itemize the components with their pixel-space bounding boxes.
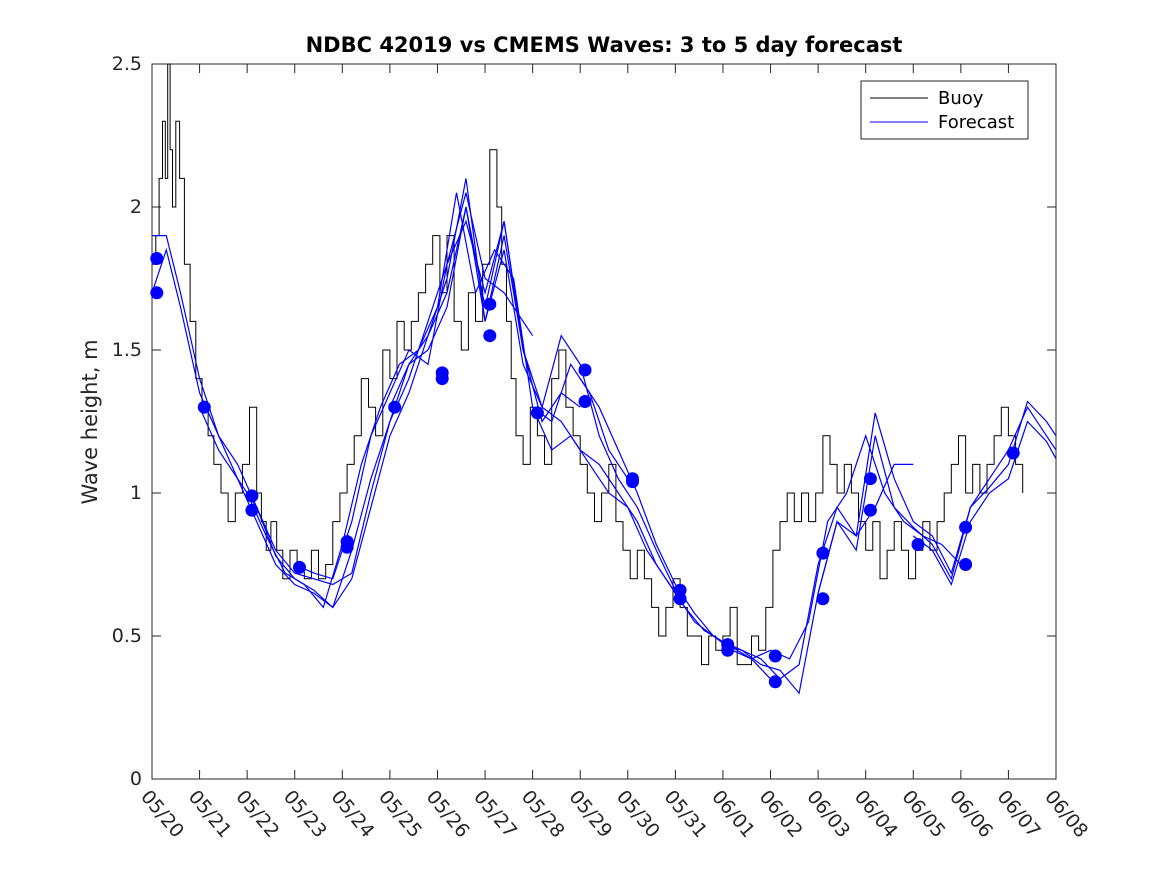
- forecast-marker: [578, 395, 592, 408]
- forecast-line: [246, 192, 629, 609]
- forecast-marker: [483, 297, 497, 311]
- forecast-marker: [673, 592, 687, 606]
- forecast-marker: [863, 503, 877, 517]
- forecast-marker: [245, 489, 259, 503]
- forecast-marker: [768, 649, 782, 663]
- forecast-marker: [340, 540, 354, 554]
- y-tick-label: 1: [130, 482, 142, 504]
- forecast-marker: [911, 538, 925, 551]
- forecast-line: [912, 420, 1057, 587]
- y-tick-label: 0: [130, 768, 142, 790]
- axes-box: [151, 63, 1057, 780]
- legend: Buoy Forecast: [860, 80, 1029, 140]
- forecast-marker: [435, 372, 449, 386]
- legend-buoy-label: Buoy: [938, 88, 984, 109]
- forecast-marker: [483, 329, 497, 343]
- forecast-marker: [530, 406, 544, 420]
- buoy-line: [152, 63, 1024, 666]
- forecast-marker: [1006, 446, 1020, 460]
- forecast-marker: [150, 286, 164, 300]
- forecast-marker: [388, 400, 402, 414]
- forecast-marker: [626, 475, 639, 489]
- legend-box: [860, 80, 1029, 140]
- y-tick-label: 2: [130, 196, 142, 218]
- forecast-marker: [816, 592, 830, 606]
- forecast-line: [817, 400, 1057, 594]
- forecast-marker: [293, 560, 306, 574]
- y-tick-label: 0.5: [112, 625, 142, 647]
- forecast-marker: [768, 675, 782, 689]
- forecast-markers: [150, 252, 1020, 689]
- legend-forecast-label: Forecast: [938, 112, 1014, 133]
- y-tick-label: 2.5: [112, 53, 142, 75]
- y-tick-label: 1.5: [112, 339, 142, 361]
- y-axis-label: Wave height, m: [78, 339, 102, 504]
- forecast-marker: [150, 252, 164, 265]
- forecast-marker: [863, 472, 877, 486]
- buoy-series: [152, 63, 1024, 666]
- plot-area: 00.511.522.5 05/2005/2105/2205/2305/2405…: [112, 53, 1092, 842]
- forecast-marker: [245, 503, 259, 517]
- forecast-line: [294, 219, 676, 591]
- forecast-marker: [197, 400, 211, 414]
- forecast-line: [199, 178, 581, 609]
- forecast-marker: [816, 546, 830, 560]
- forecast-marker: [578, 363, 592, 377]
- forecast-marker: [721, 643, 735, 657]
- forecast-marker: [959, 520, 973, 534]
- forecast-marker: [959, 558, 973, 571]
- forecast-line: [579, 378, 962, 660]
- chart-title: NDBC 42019 vs CMEMS Waves: 3 to 5 day fo…: [306, 33, 903, 57]
- y-axis: 0 0.5 1 1.5 2 2.5: [112, 53, 1056, 790]
